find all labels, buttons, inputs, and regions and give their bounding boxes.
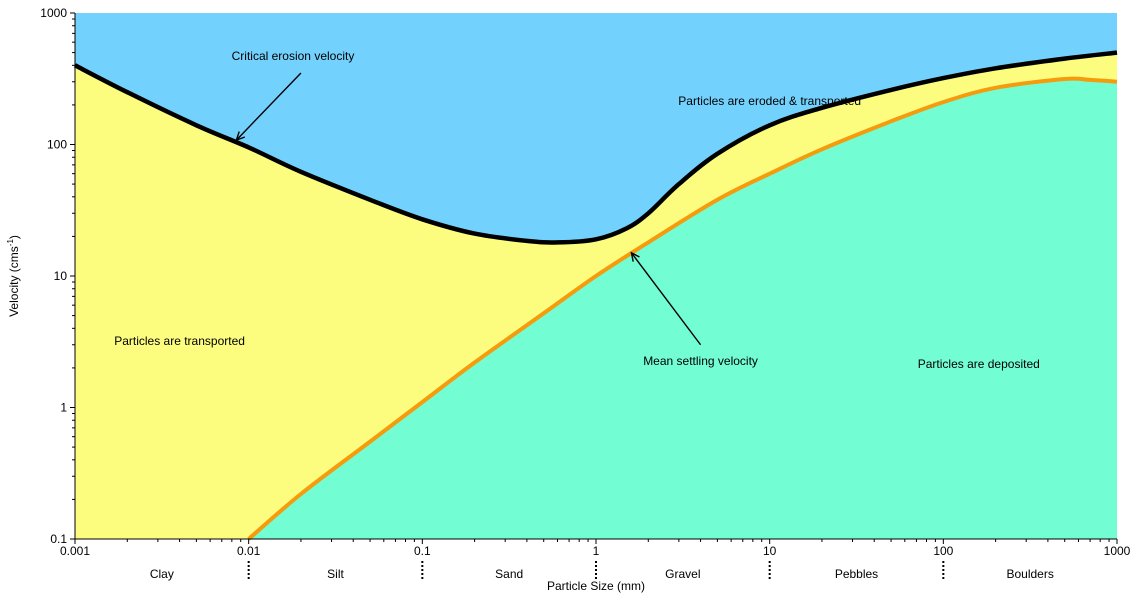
- y-tick-label: 10: [54, 269, 68, 283]
- x-tick-label: 10: [763, 544, 777, 558]
- size-class-label: Pebbles: [835, 567, 878, 581]
- x-tick-label: 100: [933, 544, 953, 558]
- x-tick-label: 1000: [1104, 544, 1131, 558]
- y-axis-title-suffix: ): [7, 235, 21, 239]
- axes: 0.001 0.01 0.1 1 10 100 1000 0.1 1 10 100 1000: [40, 6, 1130, 558]
- x-tick-label: 0.1: [414, 544, 431, 558]
- settling-annotation-arrowhead: [630, 251, 640, 262]
- size-class-label: Boulders: [1006, 567, 1053, 581]
- size-class-labels: Clay Silt Sand Gravel Pebbles Boulders: [150, 567, 1054, 581]
- settling-annotation-arrow: [630, 252, 702, 346]
- region-label-eroded: Particles are eroded & transported: [678, 94, 861, 108]
- plot-area: [73, 13, 1118, 541]
- y-tick-label: 1000: [40, 6, 67, 20]
- y-tick-label: 100: [47, 138, 67, 152]
- y-axis-tick-labels: 0.1 1 10 100 1000: [40, 6, 67, 546]
- region-labels: Particles are eroded & transported Parti…: [114, 94, 1040, 371]
- size-class-label: Clay: [150, 567, 174, 581]
- y-axis-title: Velocity (cms-1): [6, 235, 21, 317]
- y-tick-label: 1: [60, 401, 67, 415]
- erosion-velocity-curve: [73, 50, 1118, 245]
- settling-velocity-curve: [247, 76, 1118, 541]
- size-class-label: Sand: [495, 567, 523, 581]
- size-class-dividers: [247, 561, 945, 581]
- x-axis-ticks: [74, 539, 1118, 544]
- deposited-region: [248, 78, 1117, 539]
- size-class-label: Silt: [327, 567, 344, 581]
- region-label-deposited: Particles are deposited: [918, 357, 1040, 371]
- y-axis-ticks: [70, 12, 75, 540]
- x-axis-tick-labels: 0.001 0.01 0.1 1 10 100 1000: [60, 544, 1131, 558]
- y-tick-label: 0.1: [50, 532, 67, 546]
- x-axis-title: Particle Size (mm): [547, 579, 645, 593]
- y-axis-title-main: Velocity (cms: [7, 246, 21, 317]
- erosion-annotation-label: Critical erosion velocity: [232, 49, 355, 63]
- x-tick-label: 1: [593, 544, 600, 558]
- x-tick-label: 0.01: [237, 544, 261, 558]
- erosion-annotation-arrow: [235, 72, 302, 141]
- size-class-label: Gravel: [665, 567, 700, 581]
- settling-annotation-label: Mean settling velocity: [643, 354, 758, 368]
- region-label-transported: Particles are transported: [114, 334, 245, 348]
- x-tick-label: 0.001: [60, 544, 90, 558]
- erosion-annotation-arrowhead: [235, 131, 246, 142]
- y-axis-title-superscript: -1: [6, 239, 15, 247]
- annotations: Critical erosion velocity Mean settling …: [232, 49, 758, 368]
